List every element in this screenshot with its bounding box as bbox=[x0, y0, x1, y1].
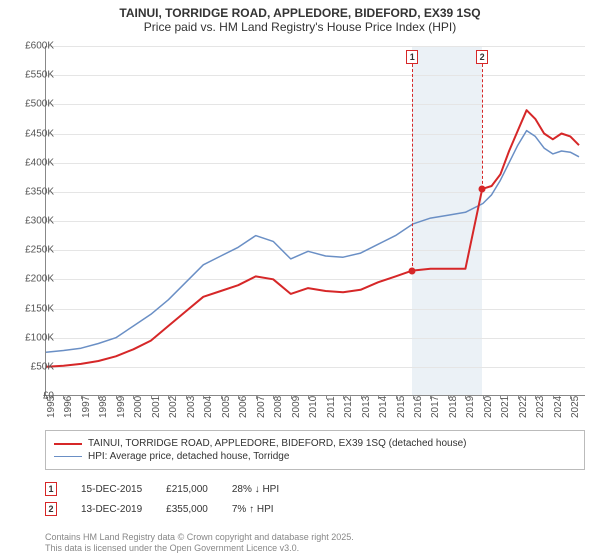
chart-sale-marker-2: 2 bbox=[476, 50, 488, 64]
sale-2-date: 13-DEC-2019 bbox=[81, 504, 142, 515]
footer-line-1: Contains HM Land Registry data © Crown c… bbox=[45, 532, 354, 543]
title-block: TAINUI, TORRIDGE ROAD, APPLEDORE, BIDEFO… bbox=[0, 0, 600, 34]
x-axis-label: 2023 bbox=[535, 396, 546, 418]
footer-attribution: Contains HM Land Registry data © Crown c… bbox=[45, 532, 354, 555]
x-axis-label: 2019 bbox=[465, 396, 476, 418]
sale-2-price: £355,000 bbox=[166, 504, 208, 515]
chart-subtitle: Price paid vs. HM Land Registry's House … bbox=[0, 20, 600, 34]
sale-dot-1 bbox=[409, 267, 416, 274]
plot-area: 1995199619971998199920002001200220032004… bbox=[45, 46, 585, 396]
legend-swatch bbox=[54, 456, 82, 457]
y-axis-label: £600K bbox=[9, 41, 54, 52]
x-axis-label: 2007 bbox=[256, 396, 267, 418]
legend-swatch bbox=[54, 443, 82, 445]
legend-item: HPI: Average price, detached house, Torr… bbox=[54, 451, 576, 462]
y-axis-label: £400K bbox=[9, 157, 54, 168]
x-axis-label: 2014 bbox=[378, 396, 389, 418]
chart-container: TAINUI, TORRIDGE ROAD, APPLEDORE, BIDEFO… bbox=[0, 0, 600, 560]
chart-title-address: TAINUI, TORRIDGE ROAD, APPLEDORE, BIDEFO… bbox=[0, 6, 600, 20]
x-axis-label: 2010 bbox=[308, 396, 319, 418]
y-axis-label: £300K bbox=[9, 216, 54, 227]
x-axis-label: 2013 bbox=[361, 396, 372, 418]
sale-row-2: 2 13-DEC-2019 £355,000 7% ↑ HPI bbox=[45, 502, 585, 516]
y-axis-label: £250K bbox=[9, 245, 54, 256]
y-axis-label: £550K bbox=[9, 70, 54, 81]
x-axis-label: 2008 bbox=[273, 396, 284, 418]
x-axis-label: 1997 bbox=[81, 396, 92, 418]
y-axis-label: £500K bbox=[9, 99, 54, 110]
x-axis-label: 2006 bbox=[238, 396, 249, 418]
marker-drop-line bbox=[482, 64, 483, 189]
legend-label: HPI: Average price, detached house, Torr… bbox=[88, 451, 289, 462]
chart-sale-marker-1: 1 bbox=[406, 50, 418, 64]
x-axis-label: 2001 bbox=[151, 396, 162, 418]
sale-marker-2-icon: 2 bbox=[45, 502, 57, 516]
legend-label: TAINUI, TORRIDGE ROAD, APPLEDORE, BIDEFO… bbox=[88, 438, 466, 449]
x-axis-label: 2017 bbox=[430, 396, 441, 418]
x-axis-label: 2000 bbox=[133, 396, 144, 418]
series-line-hpi bbox=[46, 131, 579, 353]
y-axis-label: £200K bbox=[9, 274, 54, 285]
sale-marker-1-icon: 1 bbox=[45, 482, 57, 496]
legend-box: TAINUI, TORRIDGE ROAD, APPLEDORE, BIDEFO… bbox=[45, 430, 585, 470]
x-axis-label: 1996 bbox=[63, 396, 74, 418]
sale-1-price: £215,000 bbox=[166, 484, 208, 495]
sale-1-date: 15-DEC-2015 bbox=[81, 484, 142, 495]
x-axis-label: 2003 bbox=[186, 396, 197, 418]
legend-item: TAINUI, TORRIDGE ROAD, APPLEDORE, BIDEFO… bbox=[54, 438, 576, 449]
x-axis-label: 2015 bbox=[396, 396, 407, 418]
y-axis-label: £0 bbox=[9, 391, 54, 402]
x-axis-label: 2025 bbox=[570, 396, 581, 418]
y-axis-label: £350K bbox=[9, 186, 54, 197]
x-axis-label: 2022 bbox=[518, 396, 529, 418]
marker-drop-line bbox=[412, 64, 413, 271]
x-axis-label: 2012 bbox=[343, 396, 354, 418]
y-axis-label: £100K bbox=[9, 332, 54, 343]
x-axis-label: 2005 bbox=[221, 396, 232, 418]
x-axis-label: 2002 bbox=[168, 396, 179, 418]
y-axis-label: £150K bbox=[9, 303, 54, 314]
line-layer bbox=[46, 46, 585, 395]
y-axis-label: £450K bbox=[9, 128, 54, 139]
x-axis-label: 2009 bbox=[291, 396, 302, 418]
x-axis-label: 1999 bbox=[116, 396, 127, 418]
footer-line-2: This data is licensed under the Open Gov… bbox=[45, 543, 354, 554]
x-axis-label: 2004 bbox=[203, 396, 214, 418]
sale-row-1: 1 15-DEC-2015 £215,000 28% ↓ HPI bbox=[45, 482, 585, 496]
series-line-price_paid bbox=[46, 110, 579, 367]
x-axis-label: 2016 bbox=[413, 396, 424, 418]
x-axis-label: 2021 bbox=[500, 396, 511, 418]
y-axis-label: £50K bbox=[9, 361, 54, 372]
x-axis-label: 2011 bbox=[326, 396, 337, 418]
sale-2-delta: 7% ↑ HPI bbox=[232, 504, 274, 515]
x-axis-label: 2020 bbox=[483, 396, 494, 418]
sale-dot-2 bbox=[479, 185, 486, 192]
x-axis-label: 2024 bbox=[553, 396, 564, 418]
x-axis-label: 2018 bbox=[448, 396, 459, 418]
x-axis-label: 1998 bbox=[98, 396, 109, 418]
sale-1-delta: 28% ↓ HPI bbox=[232, 484, 279, 495]
